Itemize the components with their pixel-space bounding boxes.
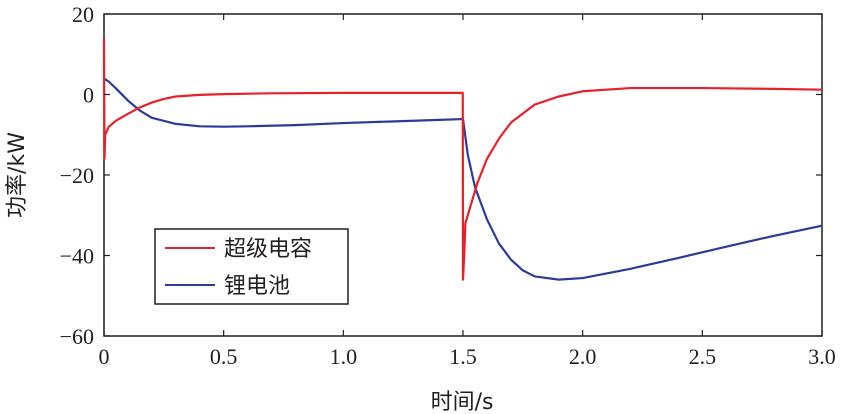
x-tick-label: 2.5 <box>689 344 717 369</box>
legend: 超级电容 锂电池 <box>154 228 349 305</box>
x-tick-label: 3.0 <box>808 344 836 369</box>
series-layer <box>102 38 823 281</box>
y-tick-label: −20 <box>60 163 94 188</box>
x-tick-label: 1.0 <box>330 344 358 369</box>
x-tick-label: 0 <box>99 344 110 369</box>
y-tick-label: 0 <box>83 83 94 108</box>
legend-label-lithium-battery: 锂电池 <box>224 274 290 299</box>
ticks-layer: 0 0.5 1.0 1.5 2.0 2.5 3.0 20 0 −20 −40 −60 <box>60 2 836 369</box>
y-tick-label: 20 <box>72 2 94 27</box>
x-axis-title: 时间/s <box>431 390 494 414</box>
legend-label-supercapacitor: 超级电容 <box>224 237 312 262</box>
y-tick-label: −60 <box>60 324 94 349</box>
y-axis-title: 功率/kW <box>5 132 30 218</box>
y-tick-label: −40 <box>60 244 94 269</box>
x-tick-label: 1.5 <box>449 344 477 369</box>
x-tick-label: 2.0 <box>569 344 597 369</box>
series-line-supercapacitor <box>102 38 823 281</box>
x-tick-label: 0.5 <box>210 344 238 369</box>
legend-box <box>154 228 349 305</box>
